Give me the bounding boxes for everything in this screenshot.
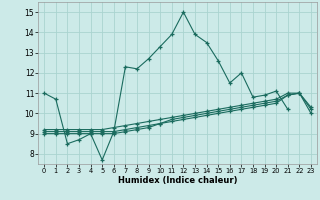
X-axis label: Humidex (Indice chaleur): Humidex (Indice chaleur) <box>118 176 237 185</box>
